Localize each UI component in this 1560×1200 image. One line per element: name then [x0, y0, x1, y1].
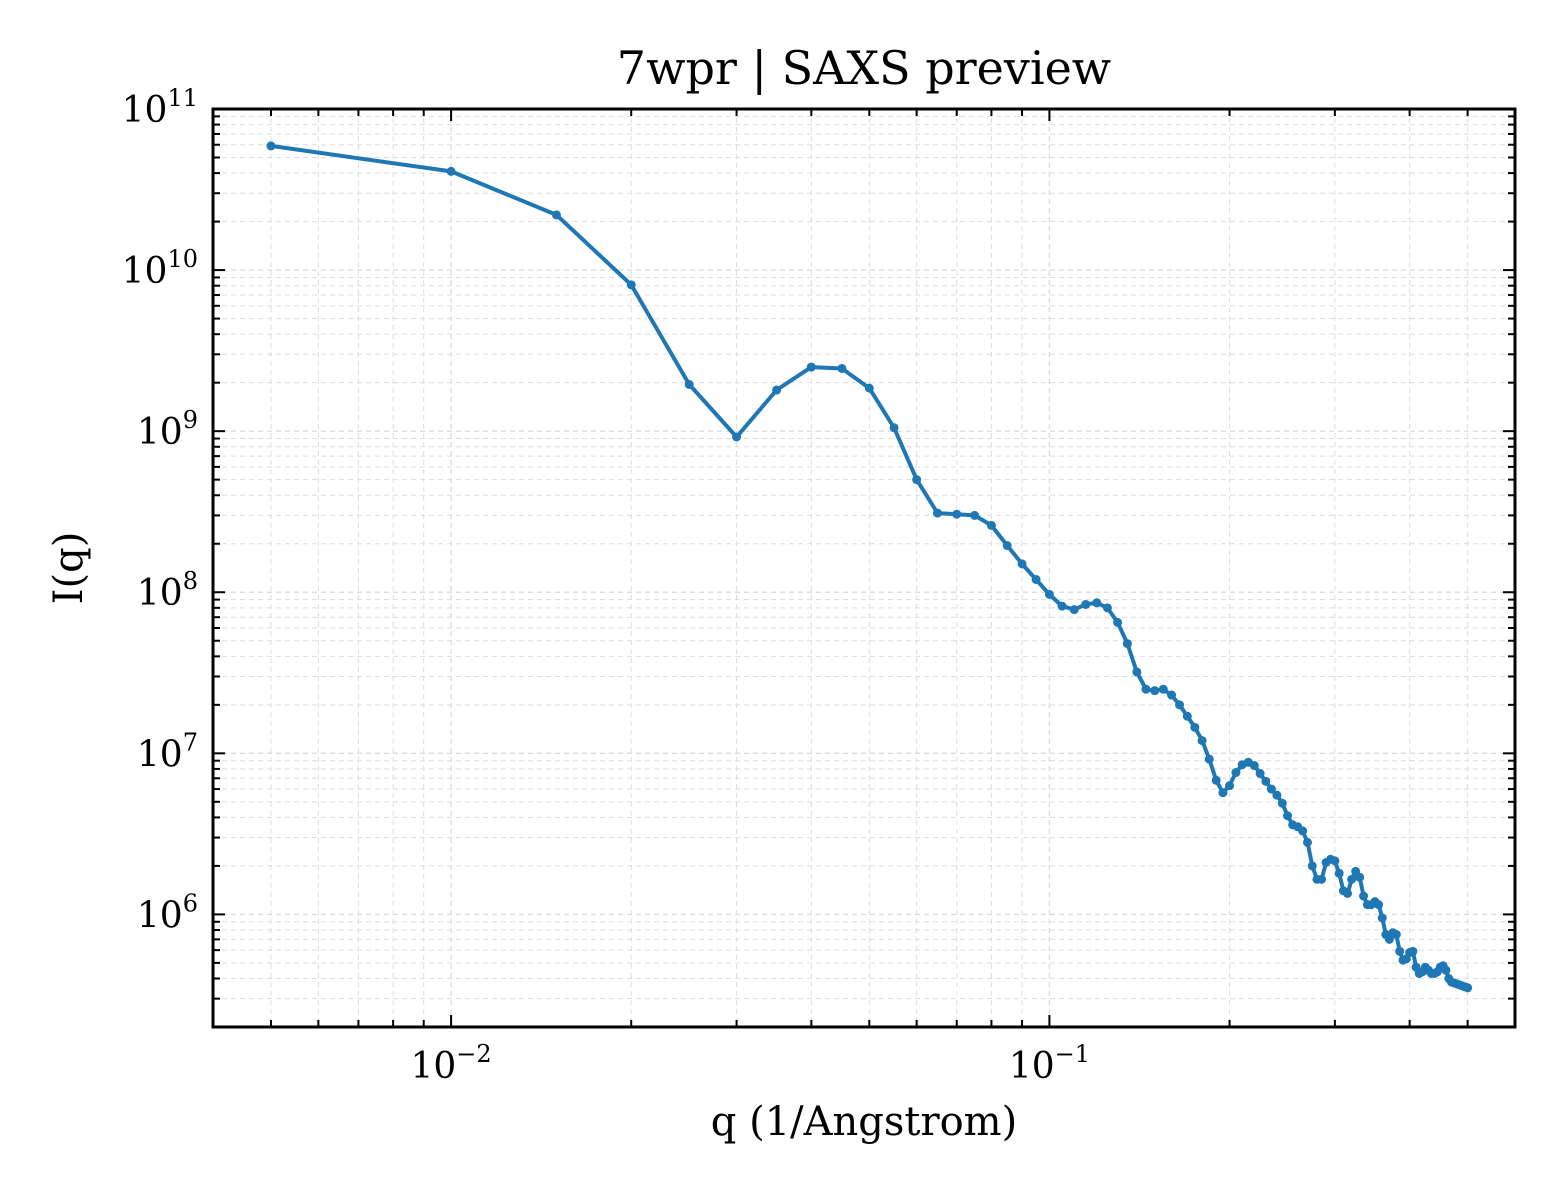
data-point: [1092, 598, 1102, 608]
label-layer: 10−2 10−1 106 107 108 109 1010 1011: [122, 84, 1090, 1087]
data-point: [1303, 837, 1313, 847]
data-point: [1347, 874, 1357, 884]
tick-layer: [212, 108, 1515, 1028]
data-point: [889, 423, 899, 433]
data-point: [1355, 872, 1365, 882]
data-point: [1225, 781, 1235, 791]
data-point: [1343, 888, 1353, 898]
data-point: [1334, 868, 1344, 878]
y-tick-label: 1010: [122, 245, 198, 292]
data-point: [1197, 736, 1207, 746]
data-point: [1231, 768, 1241, 778]
data-point: [772, 385, 782, 395]
data-point: [1463, 983, 1473, 993]
data-point: [1377, 913, 1387, 923]
y-tick-label: 108: [137, 567, 198, 614]
data-point: [1190, 722, 1200, 732]
data-point: [1277, 798, 1287, 808]
data-point: [1141, 684, 1151, 694]
data-point: [864, 383, 874, 393]
y-axis-label: I(q): [46, 532, 92, 605]
x-tick-label: 10−1: [1009, 1040, 1090, 1087]
data-point: [1307, 861, 1317, 871]
data-point: [1261, 776, 1271, 786]
data-point: [837, 363, 847, 373]
data-point: [732, 432, 742, 442]
y-tick-label: 107: [137, 728, 198, 775]
data-point: [1359, 891, 1369, 901]
data-point: [1384, 934, 1394, 944]
data-point: [1167, 690, 1177, 700]
data-point: [1283, 811, 1293, 821]
data-point: [912, 475, 922, 485]
data-point: [1158, 684, 1168, 694]
y-tick-label: 1011: [122, 84, 198, 131]
data-point: [1069, 605, 1079, 615]
data-point: [1255, 768, 1265, 778]
grid-layer: [212, 108, 1515, 1028]
data-point: [1132, 667, 1142, 677]
data-point: [1218, 788, 1228, 798]
data-point: [1031, 574, 1041, 584]
chart-title: 7wpr | SAXS preview: [617, 41, 1111, 95]
data-point: [1150, 686, 1160, 696]
data-point: [1122, 639, 1132, 649]
data-point: [684, 379, 694, 389]
data-point: [551, 210, 561, 220]
data-point: [1391, 930, 1401, 940]
data-point: [1081, 599, 1091, 609]
x-axis-label: q (1/Angstrom): [711, 1099, 1017, 1145]
data-point: [1182, 711, 1192, 721]
data-point: [1113, 617, 1123, 627]
data-point: [952, 509, 962, 519]
data-point: [1374, 900, 1384, 910]
data-point: [932, 508, 942, 518]
data-point: [1204, 754, 1214, 764]
y-tick-label: 109: [137, 406, 198, 453]
data-point: [626, 280, 636, 290]
data-point: [1441, 965, 1451, 975]
data-point: [446, 166, 456, 176]
data-point: [1057, 601, 1067, 611]
data-point: [1211, 775, 1221, 785]
data-point: [1175, 700, 1185, 710]
data-point: [1395, 946, 1405, 956]
plot-frame: [211, 107, 1517, 1029]
data-point: [1272, 790, 1282, 800]
data-point: [806, 362, 816, 372]
data-point: [1330, 856, 1340, 866]
data-point: [1266, 784, 1276, 794]
data-point: [1408, 946, 1418, 956]
data-point: [1017, 559, 1027, 569]
data-point: [1102, 603, 1112, 613]
data-point: [1249, 761, 1259, 771]
data-point: [1044, 589, 1054, 599]
y-tick-label: 106: [137, 889, 198, 936]
data-point: [266, 141, 276, 151]
data-point: [1317, 874, 1327, 884]
data-point: [1002, 541, 1012, 551]
data-point: [970, 510, 980, 520]
x-tick-label: 10−2: [410, 1040, 491, 1087]
data-point: [1298, 826, 1308, 836]
series-layer: [266, 141, 1473, 993]
data-point: [986, 520, 996, 530]
